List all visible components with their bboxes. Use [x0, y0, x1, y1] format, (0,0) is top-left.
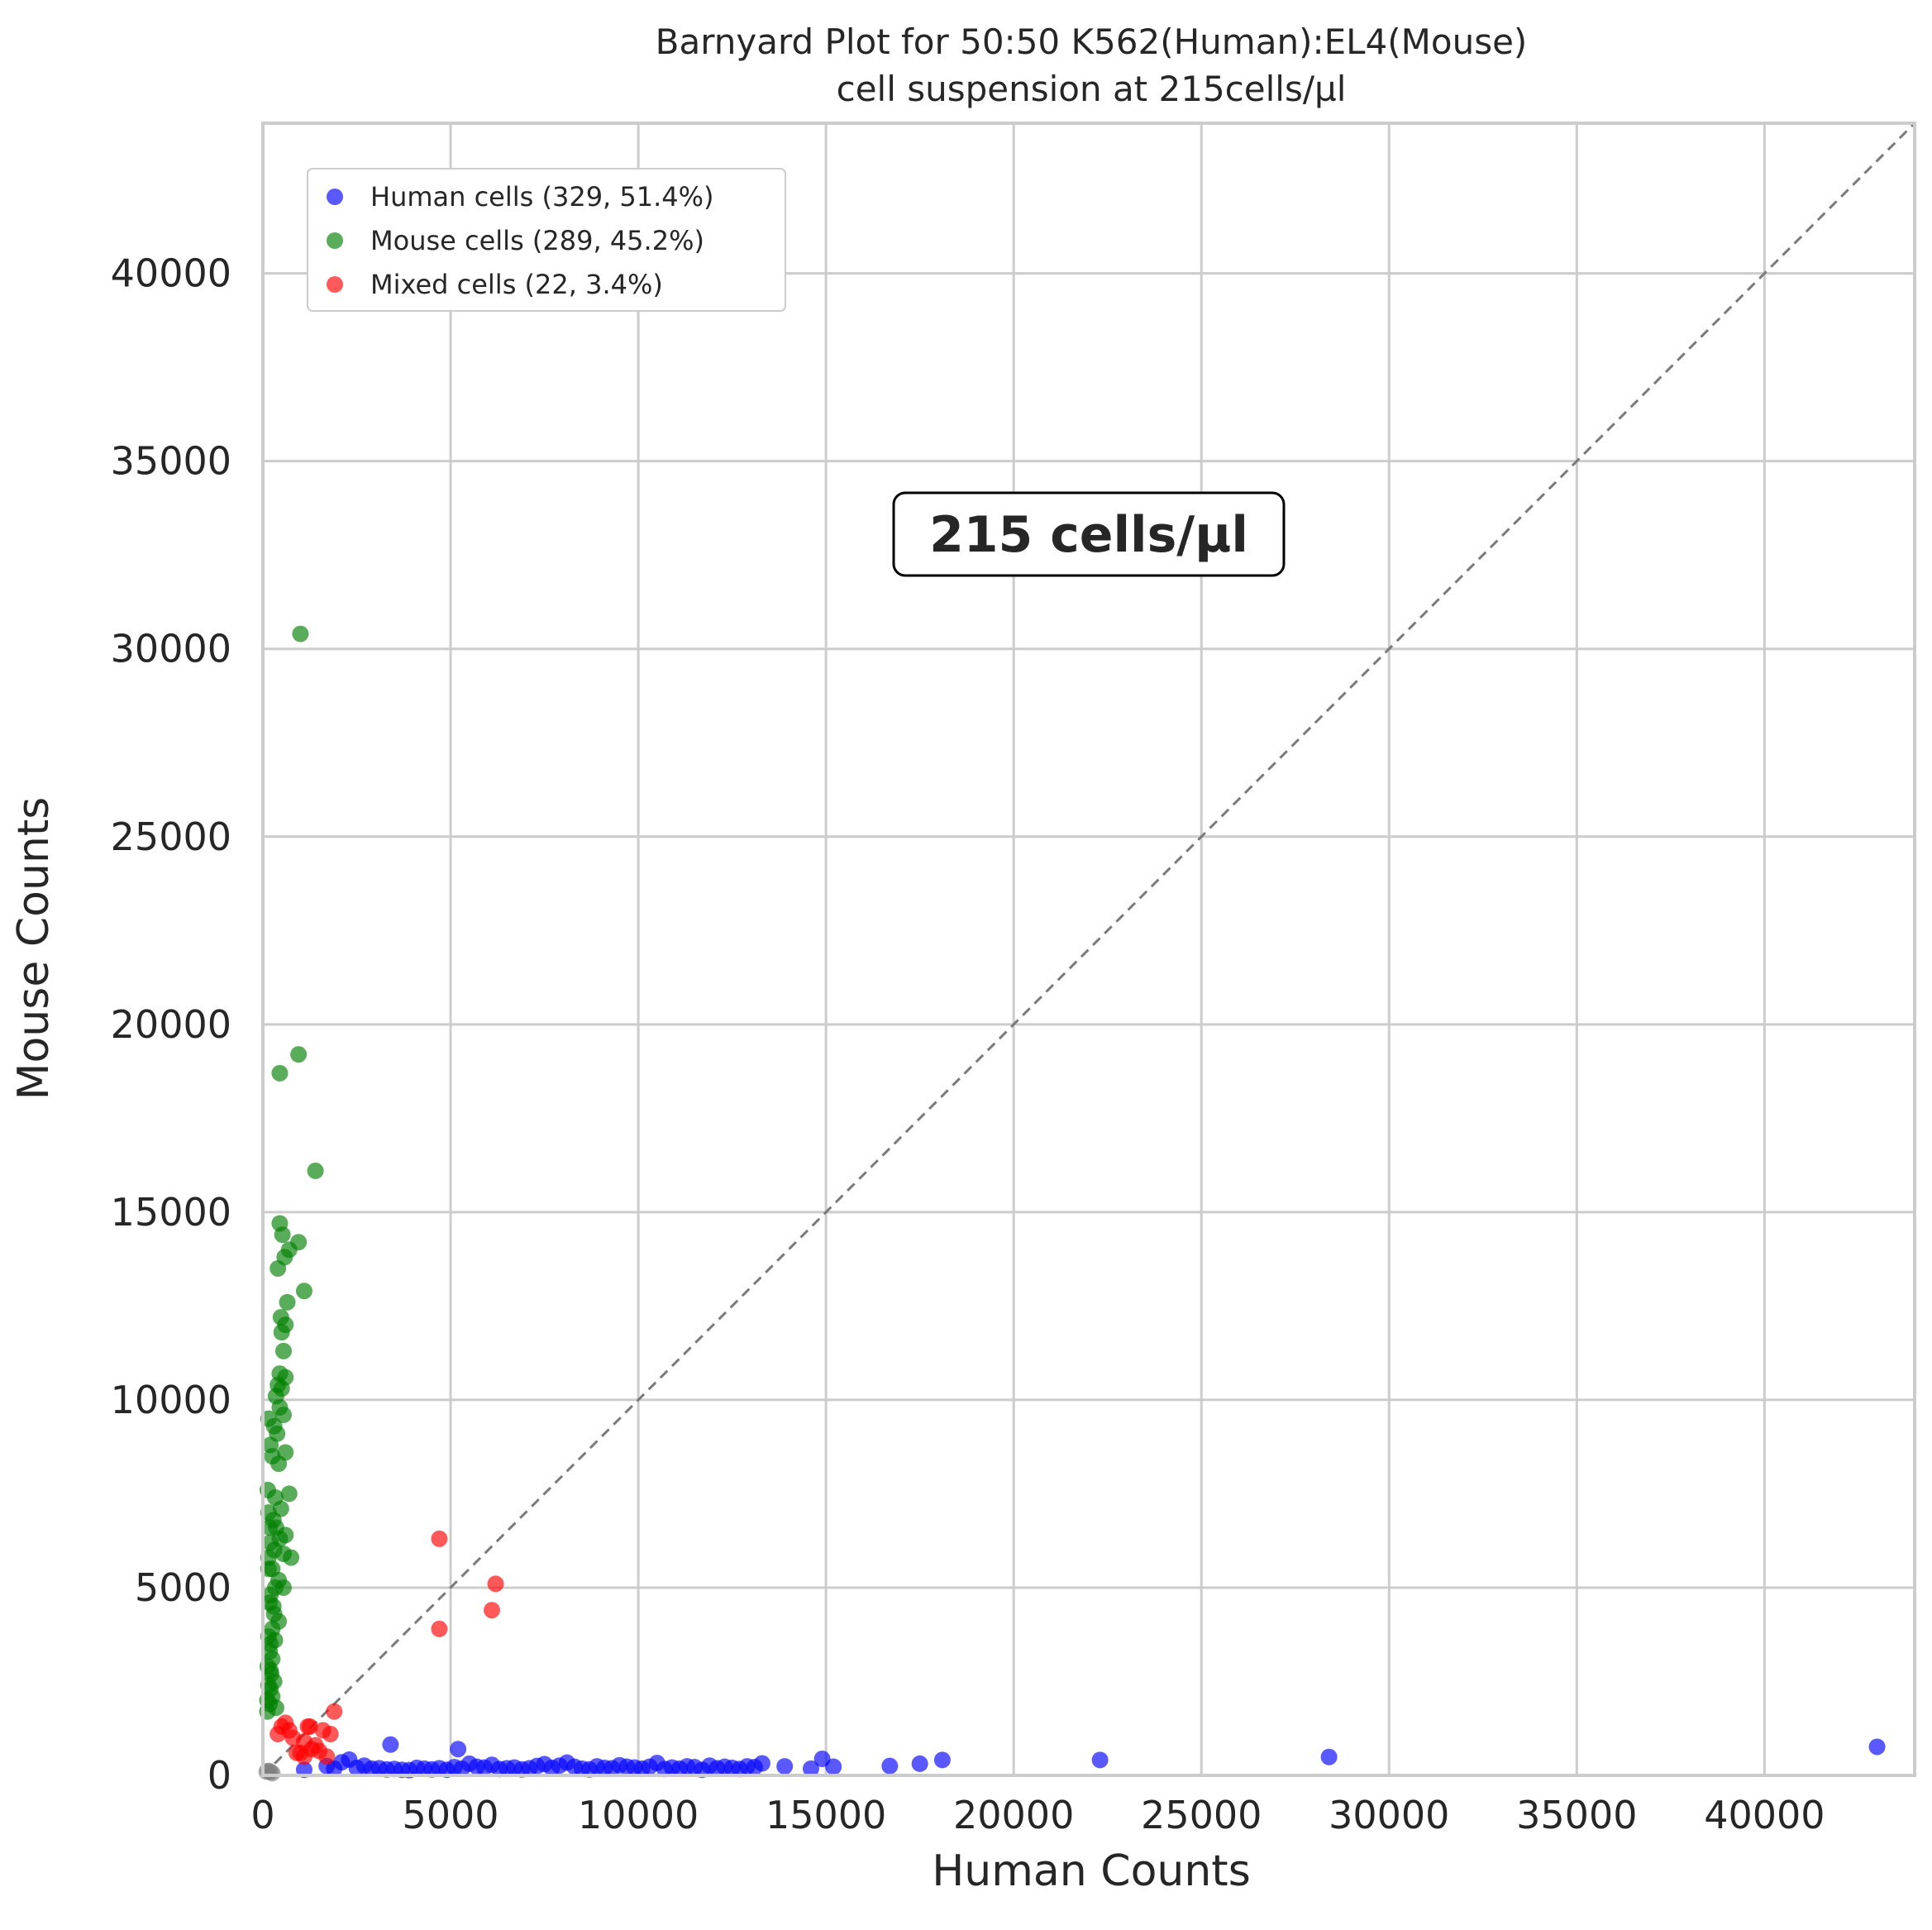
data-point-series1-68	[261, 1519, 279, 1536]
legend-marker-mouse	[327, 232, 343, 249]
data-point-series2-2	[483, 1602, 500, 1619]
y-axis-label: Mouse Counts	[9, 797, 59, 1101]
y-tick-label-0: 0	[208, 1753, 231, 1798]
x-tick-label-1: 5000	[403, 1793, 499, 1837]
x-axis-ticks: 0 5000 10000 15000 20000 25000 30000 35000 40000	[250, 1793, 1825, 1837]
legend: Human cells (329, 51.4%) Mouse cells (28…	[307, 168, 786, 312]
data-point-series2-1	[487, 1575, 504, 1593]
data-point-series0-63	[802, 1760, 819, 1777]
diagonal-reference-line	[261, 122, 1916, 1777]
data-point-series0-68	[933, 1751, 951, 1769]
data-point-series0-20	[450, 1741, 467, 1758]
y-tick-label-5: 25000	[111, 815, 231, 859]
y-tick-label-8: 40000	[111, 251, 231, 296]
data-point-series0-62	[776, 1758, 794, 1775]
y-tick-label-4: 20000	[111, 1002, 231, 1047]
data-point-series0-65	[825, 1758, 842, 1775]
data-point-series1-22	[274, 1407, 292, 1424]
grid-lines	[261, 123, 1915, 1777]
data-point-series1-66	[265, 1598, 282, 1615]
data-point-series1-14	[273, 1324, 290, 1341]
data-point-series2-20	[301, 1717, 318, 1735]
annotation-text: 215 cells/µl	[929, 506, 1248, 564]
data-point-series2-0	[431, 1530, 448, 1547]
data-point-series1-11	[279, 1293, 296, 1311]
legend-label-mouse: Mouse cells (289, 45.2%)	[370, 225, 704, 256]
data-point-series0-69	[1091, 1751, 1109, 1769]
data-point-series1-5	[274, 1226, 291, 1244]
data-point-series2-16	[318, 1748, 336, 1765]
x-tick-label-2: 10000	[578, 1793, 699, 1837]
data-point-series1-65	[262, 1661, 279, 1679]
data-point-series2-3	[431, 1620, 448, 1637]
data-point-series2-19	[280, 1722, 298, 1739]
data-point-series1-10	[295, 1283, 312, 1300]
data-point-series1-45	[274, 1579, 292, 1596]
data-point-series1-0	[292, 625, 309, 643]
legend-marker-mixed	[327, 276, 343, 293]
data-point-series2-6	[314, 1722, 332, 1739]
legend-marker-human	[327, 189, 343, 205]
data-point-series3-3	[264, 1765, 281, 1782]
y-tick-label-1: 5000	[135, 1565, 231, 1610]
data-point-series0-66	[881, 1757, 899, 1775]
x-tick-label-6: 30000	[1329, 1793, 1449, 1837]
plot-area-frame	[261, 122, 1916, 1777]
x-tick-label-7: 35000	[1516, 1793, 1637, 1837]
data-points	[258, 625, 1886, 1782]
data-point-series2-21	[295, 1748, 312, 1765]
data-point-series0-70	[1320, 1748, 1338, 1765]
legend-label-mixed: Mixed cells (22, 3.4%)	[370, 269, 663, 300]
x-tick-label-0: 0	[250, 1793, 274, 1837]
data-point-series1-27	[270, 1455, 288, 1473]
x-axis-label: Human Counts	[932, 1846, 1251, 1896]
x-tick-label-3: 15000	[766, 1793, 886, 1837]
y-tick-label-6: 30000	[111, 627, 231, 671]
x-tick-label-5: 25000	[1141, 1793, 1262, 1837]
data-point-series1-1	[290, 1046, 308, 1063]
data-point-series2-4	[326, 1703, 343, 1720]
data-point-series1-3	[307, 1162, 324, 1179]
data-point-series1-28	[280, 1485, 298, 1502]
data-point-series0-71	[1868, 1738, 1886, 1756]
chart-subtitle: cell suspension at 215cells/µl	[837, 69, 1347, 109]
data-point-series0-61	[753, 1755, 770, 1772]
data-point-series1-39	[274, 1545, 292, 1563]
data-point-series0-67	[911, 1755, 928, 1772]
legend-label-human: Human cells (329, 51.4%)	[370, 181, 714, 213]
annotation: 215 cells/µl	[892, 491, 1286, 577]
data-point-series1-9	[270, 1259, 287, 1277]
y-tick-label-3: 15000	[111, 1190, 231, 1235]
x-tick-label-4: 20000	[953, 1793, 1074, 1837]
y-tick-label-2: 10000	[111, 1378, 231, 1422]
data-point-series0-10	[382, 1736, 399, 1753]
annotation-box	[892, 491, 1286, 577]
y-tick-label-7: 35000	[111, 439, 231, 484]
chart-title: Barnyard Plot for 50:50 K562(Human):EL4(…	[656, 21, 1528, 62]
data-point-series1-70	[262, 1436, 279, 1454]
data-point-series1-15	[274, 1342, 292, 1359]
x-tick-label-8: 40000	[1704, 1793, 1825, 1837]
data-point-series1-2	[271, 1064, 289, 1082]
y-axis-ticks: 0 5000 10000 15000 20000 25000 30000 35000 40000	[111, 251, 231, 1798]
legend-box	[307, 168, 786, 312]
